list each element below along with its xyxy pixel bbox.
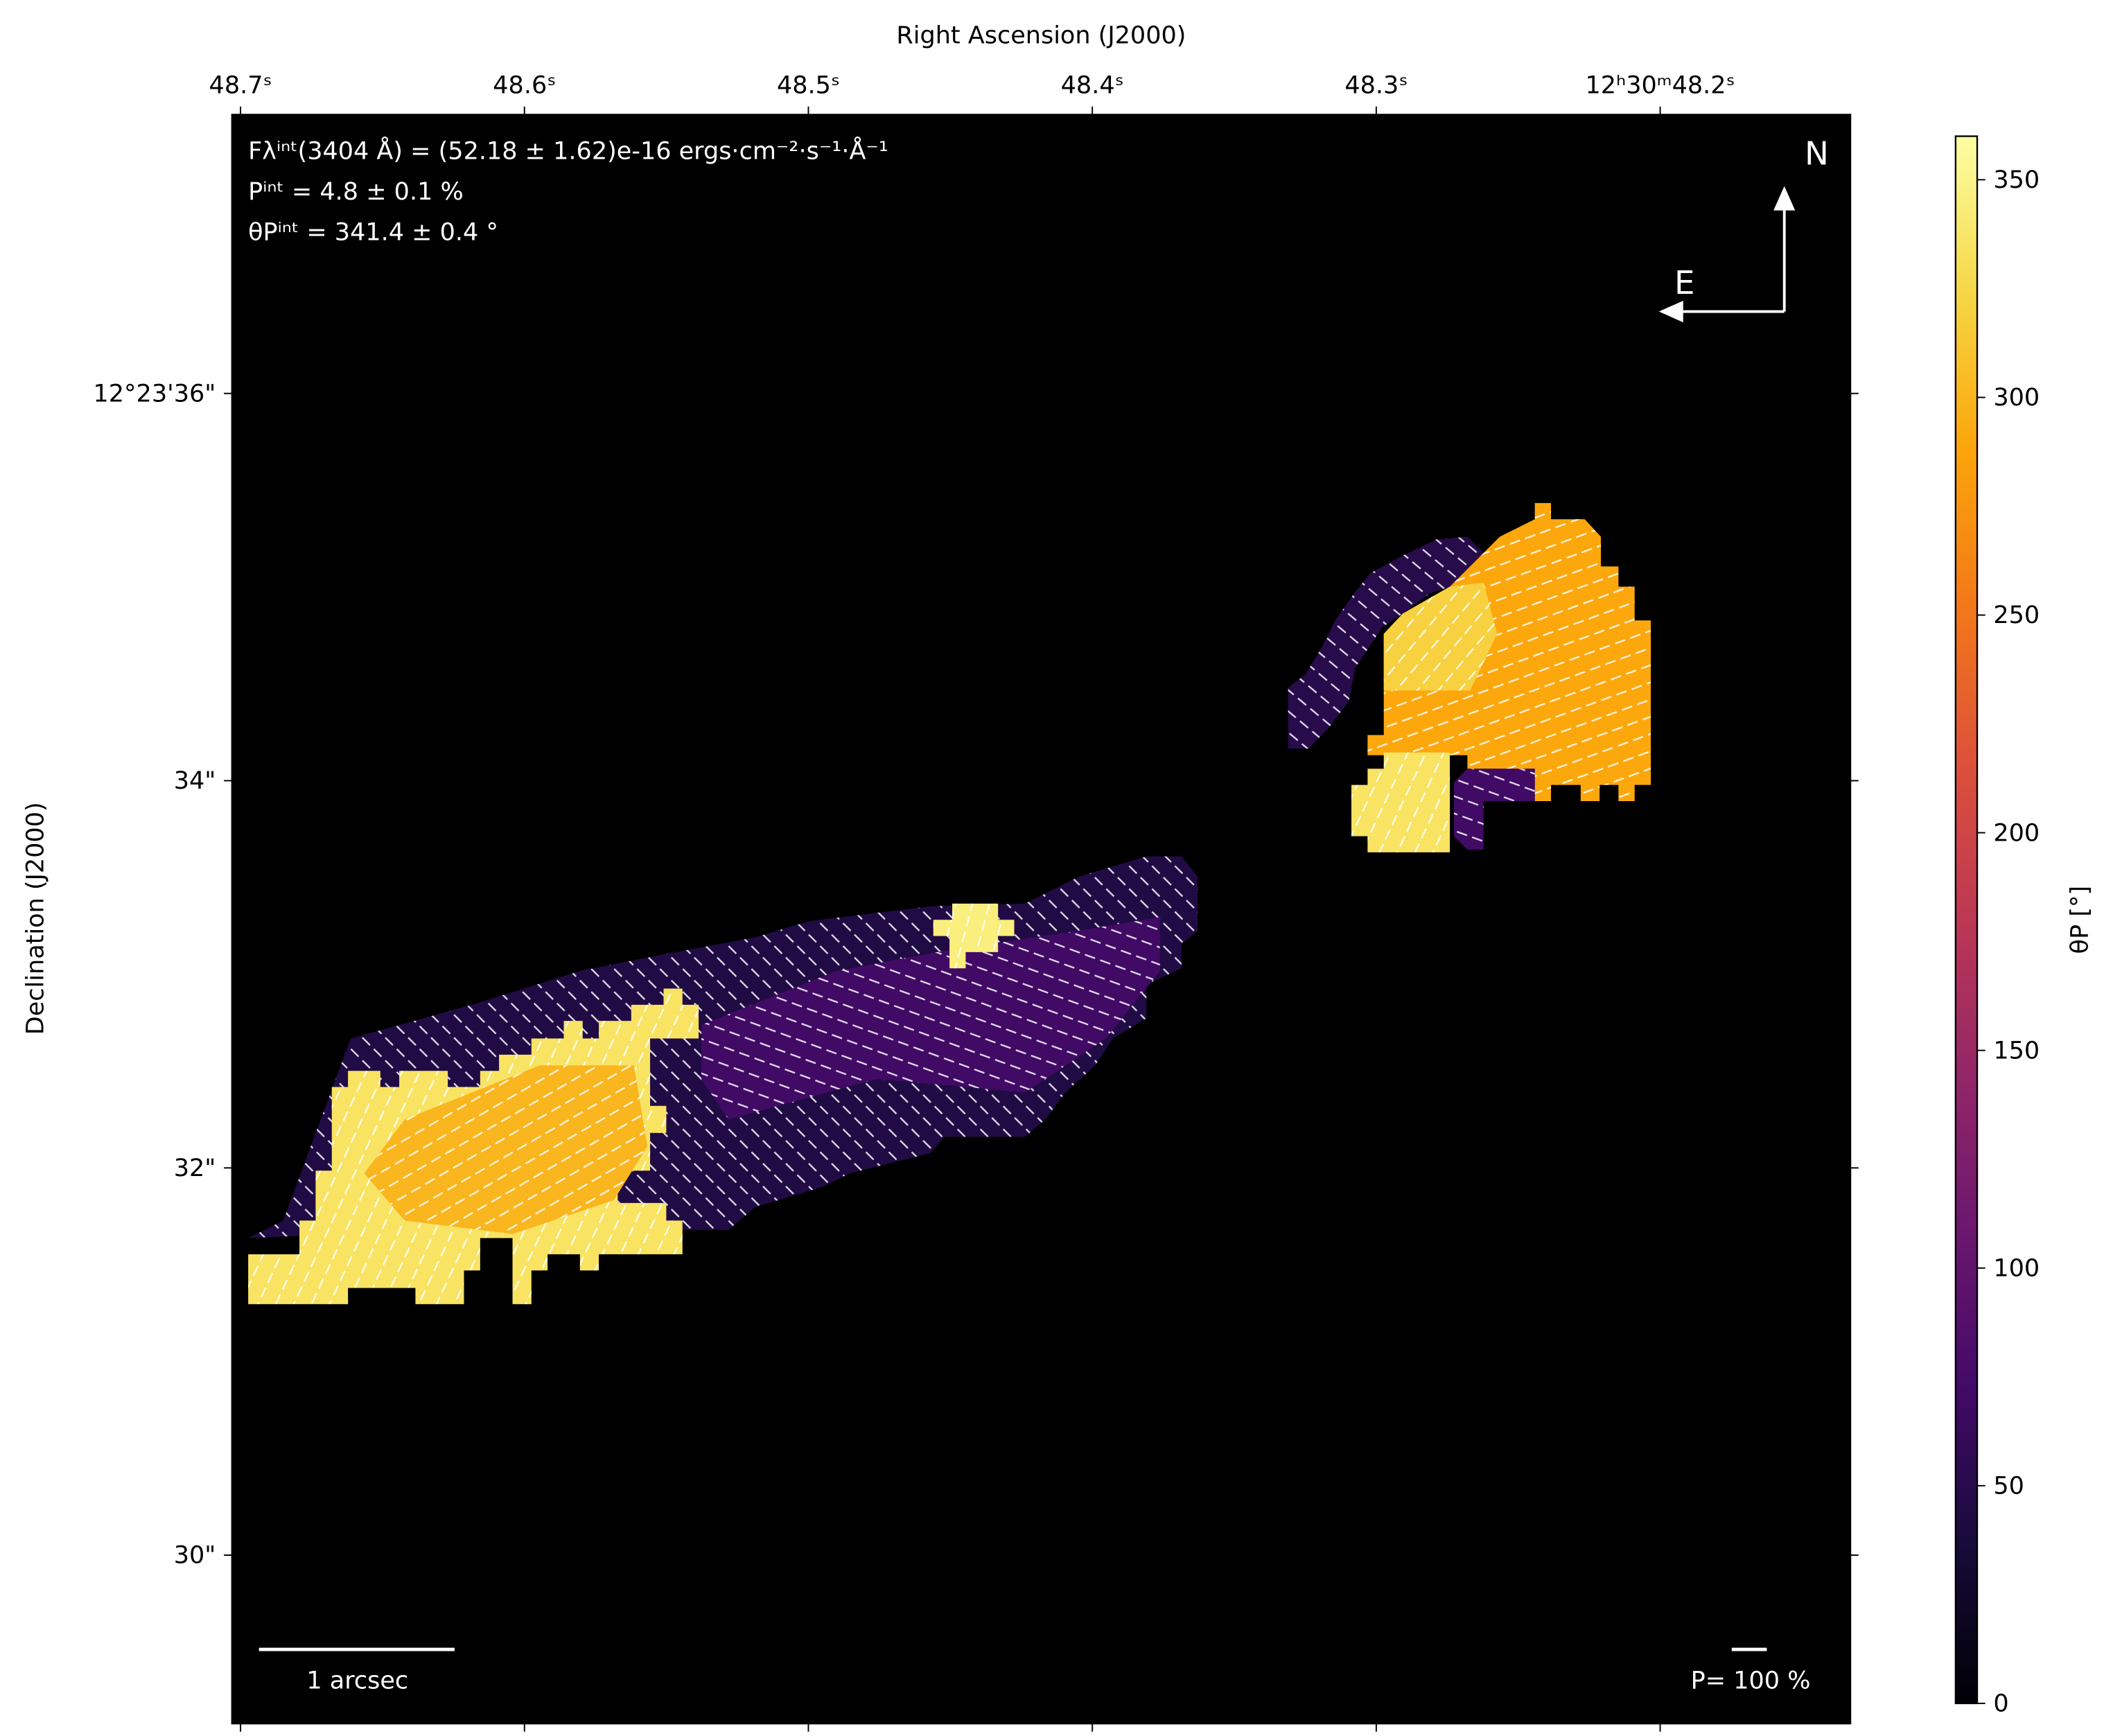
polarization-vectors — [1288, 536, 1484, 749]
x-tick-label: 12ʰ30ᵐ48.2ˢ — [1586, 71, 1735, 99]
north-arrowhead — [1773, 186, 1796, 211]
annotation: Pⁱⁿᵗ = 4.8 ± 0.1 % — [248, 177, 464, 206]
polarization-vectors — [1383, 582, 1498, 691]
y-tick-label: 34" — [174, 766, 216, 795]
polarization-vectors — [1367, 502, 1651, 801]
y-tick-label: 12°23'36" — [94, 379, 216, 407]
y-tick-label: 30" — [174, 1541, 216, 1570]
map — [248, 502, 1651, 1304]
x-tick-label: 48.4ˢ — [1061, 71, 1124, 99]
polarization-vectors — [364, 1065, 648, 1234]
colorbar-tick-label: 300 — [1993, 383, 2040, 412]
compass-east: E — [1674, 265, 1695, 302]
polarization-vectors — [1453, 769, 1535, 850]
colorbar-tick-label: 0 — [1993, 1690, 2008, 1718]
colorbar-tick-label: 350 — [1993, 166, 2040, 194]
colorbar-tick-label: 200 — [1993, 818, 2040, 847]
colorbar-tick-label: 100 — [1993, 1254, 2040, 1282]
colorbar-tick-label: 50 — [1993, 1472, 2024, 1500]
polarization-vectors — [701, 917, 1160, 1120]
polarization-vectors — [933, 903, 1015, 969]
colorbar-tick-label: 150 — [1993, 1036, 2040, 1064]
x-tick-label: 48.6ˢ — [493, 71, 556, 99]
colorbar — [1955, 136, 1978, 1703]
east-arrowhead — [1658, 300, 1683, 323]
axes-frame — [231, 114, 1852, 1725]
x-tick-label: 48.5ˢ — [777, 71, 840, 99]
polarization-vectors — [1351, 752, 1450, 852]
compass-north: N — [1805, 135, 1829, 173]
vector-scale-label: P= 100 % — [1691, 1666, 1811, 1694]
x-tick-label: 48.3ˢ — [1344, 71, 1408, 99]
annotation: θPⁱⁿᵗ = 341.4 ± 0.4 ° — [248, 218, 498, 246]
colorbar-tick-label: 250 — [1993, 601, 2040, 629]
y-axis-title: Declination (J2000) — [21, 802, 49, 1035]
annotation: Fλⁱⁿᵗ(3404 Å) = (52.18 ± 1.62)e-16 ergs·… — [248, 136, 888, 166]
colorbar-label: θP [°] — [2066, 886, 2094, 954]
x-tick-label: 48.7ˢ — [209, 71, 272, 99]
scale-bar-label: 1 arcsec — [306, 1666, 408, 1694]
x-axis-title: Right Ascension (J2000) — [896, 21, 1186, 49]
colorbar-frame — [1954, 135, 1979, 1705]
y-tick-label: 32" — [174, 1154, 216, 1182]
